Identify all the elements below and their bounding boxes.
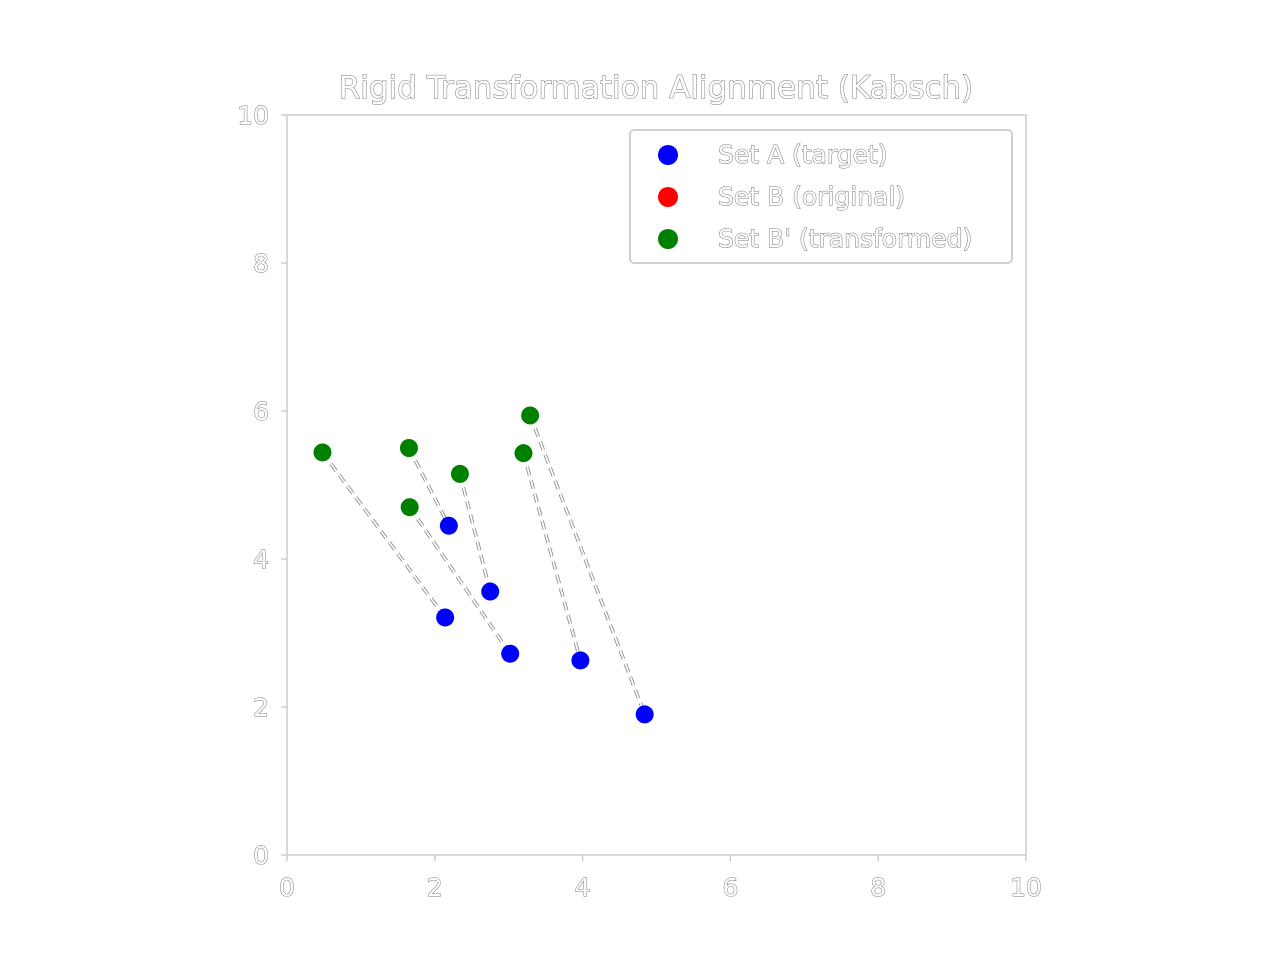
data-point-series-0 (635, 705, 654, 724)
data-point-series-2 (399, 439, 418, 457)
legend-label: Set B' (transformed) (718, 224, 972, 253)
data-point-series-0 (439, 516, 458, 535)
data-point-series-2 (521, 406, 540, 425)
correspondence-line (529, 415, 646, 715)
chart-title: Rigid Transformation Alignment (Kabsch) (339, 70, 974, 106)
legend-marker (658, 229, 678, 249)
x-tick-label: 0 (279, 873, 295, 902)
data-point-series-2 (313, 443, 332, 462)
data-point-series-0 (481, 582, 500, 601)
y-tick-label: 2 (253, 693, 269, 722)
y-tick-label: 4 (253, 545, 269, 574)
legend-marker (658, 187, 678, 207)
y-tick-label: 0 (253, 841, 269, 870)
data-point-series-0 (571, 651, 590, 670)
correspondence-line (408, 506, 511, 655)
y-tick-label: 6 (253, 397, 269, 426)
x-tick-label: 4 (575, 873, 591, 902)
y-tick-label: 8 (253, 249, 269, 278)
legend-marker (658, 145, 678, 165)
correspondence-line (459, 473, 492, 592)
data-point-series-2 (514, 444, 533, 463)
x-tick-label: 8 (870, 873, 886, 902)
data-point-series-0 (501, 644, 520, 663)
correspondence-line (522, 452, 582, 661)
legend-label: Set A (target) (718, 140, 888, 169)
data-point-series-2 (450, 464, 469, 483)
x-tick-label: 10 (1010, 873, 1042, 902)
data-point-series-2 (400, 498, 419, 517)
x-tick-label: 6 (722, 873, 738, 902)
x-tick-label: 2 (427, 873, 443, 902)
y-tick-label: 10 (237, 101, 269, 130)
correspondence-line (321, 451, 446, 618)
plot-frame (286, 114, 1027, 856)
legend-box (629, 129, 1013, 264)
legend-label: Set B (original) (718, 182, 905, 211)
data-point-series-0 (436, 608, 455, 627)
correspondence-line (408, 447, 450, 527)
